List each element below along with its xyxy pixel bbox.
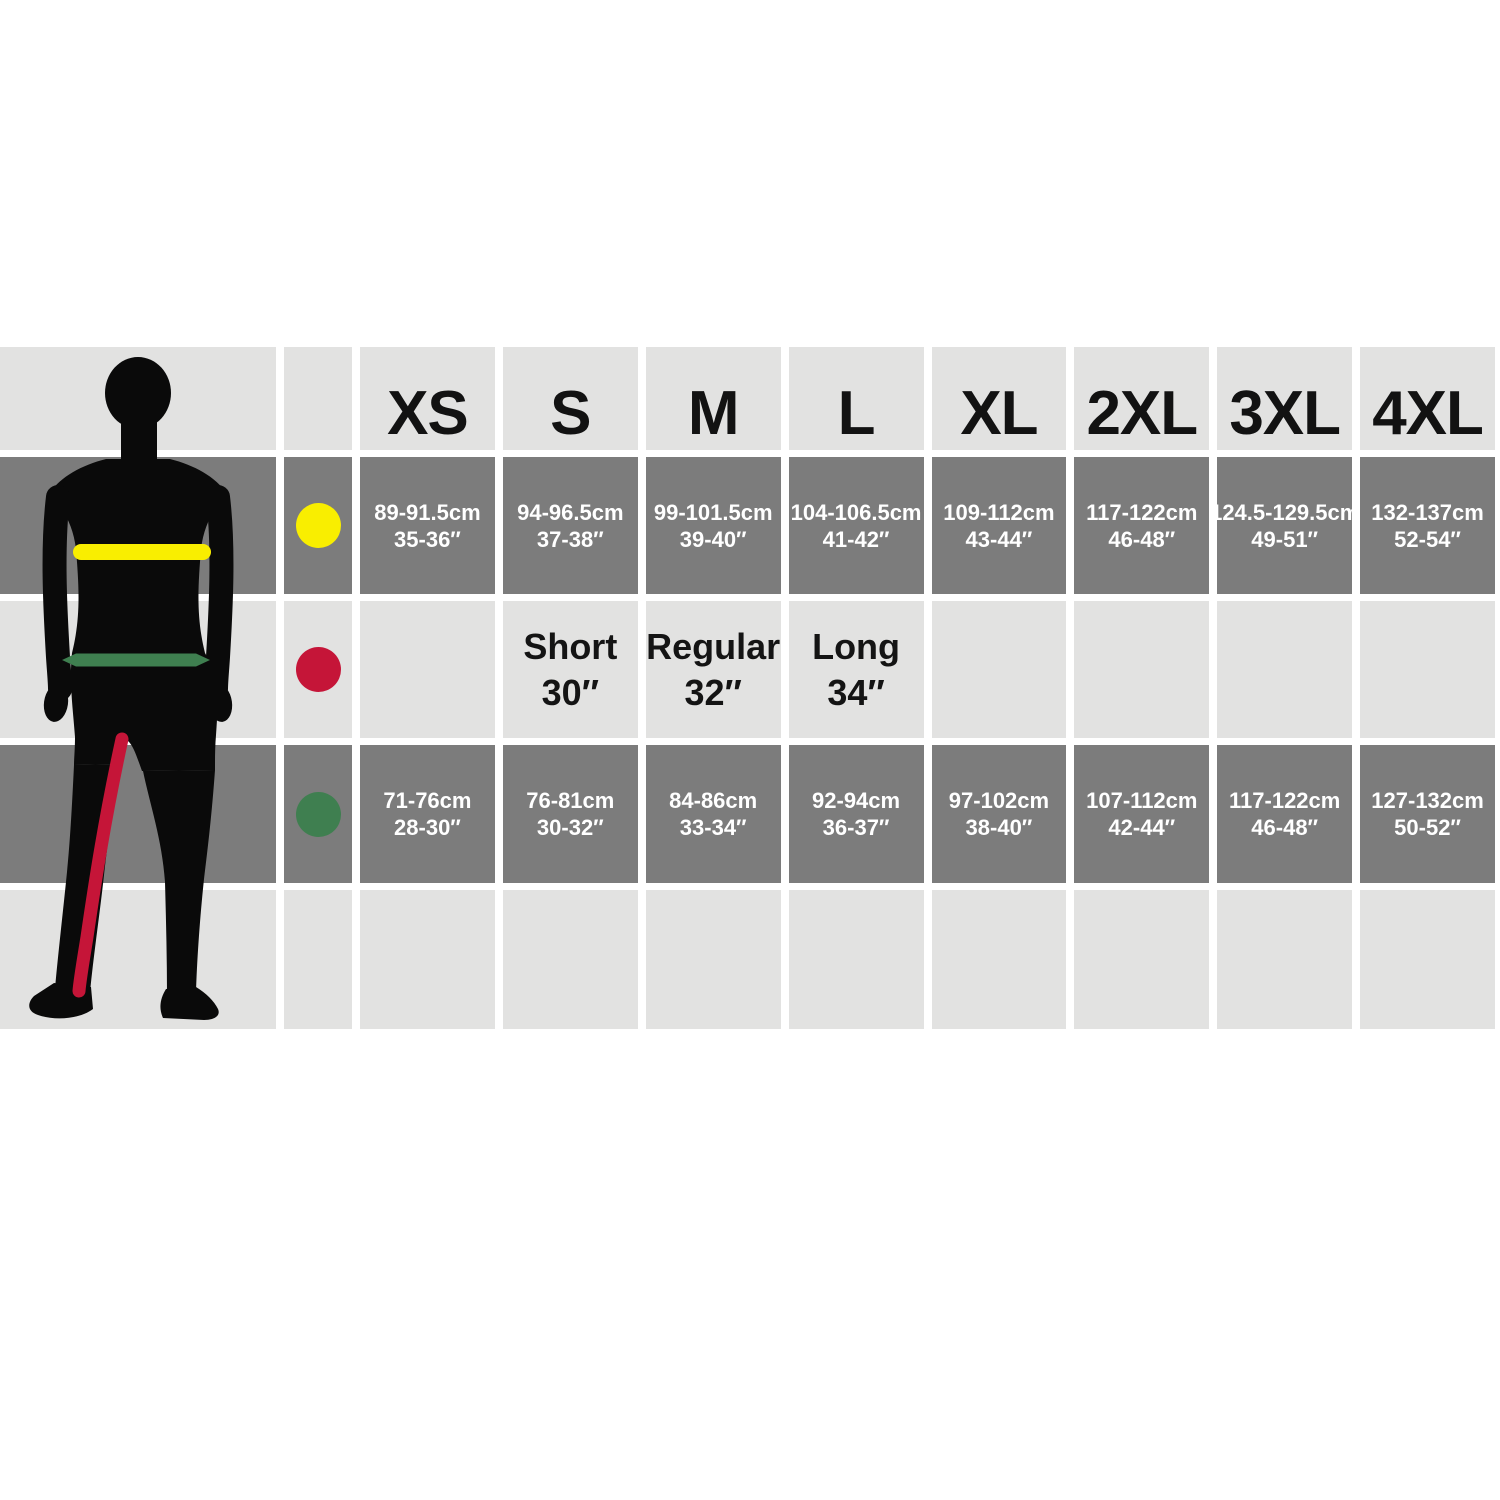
figure-column-header-band bbox=[0, 347, 276, 450]
leg-cell-s: Short 30″ bbox=[502, 601, 638, 738]
waist-4xl-cm: 127-132cm bbox=[1371, 788, 1484, 813]
size-table: XS S M L XL 2XL 3XL 4XL 89-91.5cm 35-36″… bbox=[0, 347, 1495, 1029]
waist-cell-m: 84-86cm 33-34″ bbox=[645, 745, 781, 883]
waist-m-cm: 84-86cm bbox=[669, 788, 758, 813]
waist-marker-cell bbox=[284, 745, 352, 883]
chest-cell-xs: 89-91.5cm 35-36″ bbox=[360, 457, 495, 594]
waist-cell-xl: 97-102cm 38-40″ bbox=[931, 745, 1067, 883]
chest-l-cm: 104-106.5cm bbox=[790, 499, 922, 525]
waist-3xl-in: 46-48″ bbox=[1251, 815, 1319, 840]
waist-cell-4xl: 127-132cm 50-52″ bbox=[1360, 745, 1495, 883]
chest-4xl-cm: 132-137cm bbox=[1371, 499, 1484, 525]
chest-cell-3xl: 124.5-129.5cm 49-51″ bbox=[1210, 457, 1359, 594]
leg-m-in: 32″ bbox=[684, 671, 742, 713]
leg-cell-4xl bbox=[1360, 601, 1495, 738]
marker-column-header-band bbox=[284, 347, 352, 450]
chest-m-cm: 99-101.5cm bbox=[653, 499, 773, 525]
figure-column-leg-band bbox=[0, 601, 276, 738]
leg-cell-2xl bbox=[1074, 601, 1210, 738]
waist-4xl-in: 50-52″ bbox=[1394, 815, 1461, 840]
leg-cell-xl bbox=[931, 601, 1067, 738]
bottom-band-xl bbox=[931, 890, 1067, 1029]
waist-2xl-cm: 107-112cm bbox=[1086, 788, 1198, 813]
chest-cell-s: 94-96.5cm 37-38″ bbox=[502, 457, 638, 594]
waist-cell-2xl: 107-112cm 42-44″ bbox=[1074, 745, 1210, 883]
chest-3xl-cm: 124.5-129.5cm bbox=[1210, 499, 1360, 525]
chest-4xl-in: 52-54″ bbox=[1394, 526, 1461, 552]
waist-s-in: 30-32″ bbox=[536, 815, 604, 840]
chest-2xl-cm: 117-122cm bbox=[1086, 499, 1198, 525]
waist-l-cm: 92-94cm bbox=[812, 788, 901, 813]
waist-l-in: 36-37″ bbox=[822, 815, 890, 840]
waist-cell-l: 92-94cm 36-37″ bbox=[788, 745, 924, 883]
chest-s-cm: 94-96.5cm bbox=[517, 499, 624, 525]
red-dot-icon bbox=[295, 647, 341, 692]
figure-column-bottom-band bbox=[0, 890, 276, 1029]
waist-xl-cm: 97-102cm bbox=[948, 788, 1050, 813]
bottom-band-2xl bbox=[1074, 890, 1210, 1029]
leg-m-label: Regular bbox=[646, 625, 781, 667]
chest-cell-2xl: 117-122cm 46-48″ bbox=[1074, 457, 1210, 594]
chest-xl-cm: 109-112cm bbox=[943, 499, 1055, 525]
waist-cell-3xl: 117-122cm 46-48″ bbox=[1217, 745, 1353, 883]
leg-cell-l: Long 34″ bbox=[788, 601, 924, 738]
yellow-dot-icon bbox=[295, 503, 341, 548]
waist-xs-cm: 71-76cm bbox=[383, 788, 472, 813]
chest-m-in: 39-40″ bbox=[679, 526, 747, 552]
size-header-l: L bbox=[788, 347, 924, 450]
chest-2xl-in: 46-48″ bbox=[1108, 526, 1176, 552]
leg-cell-3xl bbox=[1217, 601, 1353, 738]
bottom-band-l bbox=[788, 890, 924, 1029]
leg-marker-cell bbox=[284, 601, 352, 738]
figure-column-chest-band bbox=[0, 457, 276, 594]
leg-s-in: 30″ bbox=[541, 671, 599, 713]
size-header-s: S bbox=[502, 347, 638, 450]
size-header-3xl: 3XL bbox=[1217, 347, 1353, 450]
waist-m-in: 33-34″ bbox=[679, 815, 747, 840]
marker-column-bottom-band bbox=[284, 890, 352, 1029]
waist-xs-in: 28-30″ bbox=[394, 815, 461, 840]
leg-s-label: Short bbox=[523, 625, 618, 667]
figure-column-waist-band bbox=[0, 745, 276, 883]
waist-xl-in: 38-40″ bbox=[965, 815, 1033, 840]
bottom-band-4xl bbox=[1360, 890, 1495, 1029]
size-header-4xl: 4XL bbox=[1360, 347, 1495, 450]
chest-l-in: 41-42″ bbox=[822, 526, 890, 552]
chest-xs-cm: 89-91.5cm bbox=[374, 499, 481, 525]
leg-l-label: Long bbox=[812, 625, 901, 667]
chest-3xl-in: 49-51″ bbox=[1251, 526, 1319, 552]
bottom-band-s bbox=[502, 890, 638, 1029]
bottom-band-m bbox=[645, 890, 781, 1029]
size-header-xl: XL bbox=[931, 347, 1067, 450]
waist-2xl-in: 42-44″ bbox=[1108, 815, 1176, 840]
waist-cell-xs: 71-76cm 28-30″ bbox=[360, 745, 495, 883]
bottom-band-3xl bbox=[1217, 890, 1353, 1029]
chest-cell-l: 104-106.5cm 41-42″ bbox=[788, 457, 924, 594]
chest-marker-cell bbox=[284, 457, 352, 594]
size-header-xs: XS bbox=[360, 347, 495, 450]
chest-xs-in: 35-36″ bbox=[394, 526, 461, 552]
waist-s-cm: 76-81cm bbox=[526, 788, 615, 813]
chest-cell-m: 99-101.5cm 39-40″ bbox=[645, 457, 781, 594]
bottom-band-xs bbox=[360, 890, 495, 1029]
leg-cell-xs bbox=[360, 601, 495, 738]
leg-cell-m: Regular 32″ bbox=[645, 601, 781, 738]
green-dot-icon bbox=[295, 791, 341, 837]
size-header-m: M bbox=[645, 347, 781, 450]
size-header-2xl: 2XL bbox=[1074, 347, 1210, 450]
chest-s-in: 37-38″ bbox=[536, 526, 604, 552]
chest-cell-4xl: 132-137cm 52-54″ bbox=[1360, 457, 1495, 594]
chest-xl-in: 43-44″ bbox=[965, 526, 1033, 552]
waist-cell-s: 76-81cm 30-32″ bbox=[502, 745, 638, 883]
leg-l-in: 34″ bbox=[827, 671, 885, 713]
waist-3xl-cm: 117-122cm bbox=[1229, 788, 1341, 813]
chest-cell-xl: 109-112cm 43-44″ bbox=[931, 457, 1067, 594]
